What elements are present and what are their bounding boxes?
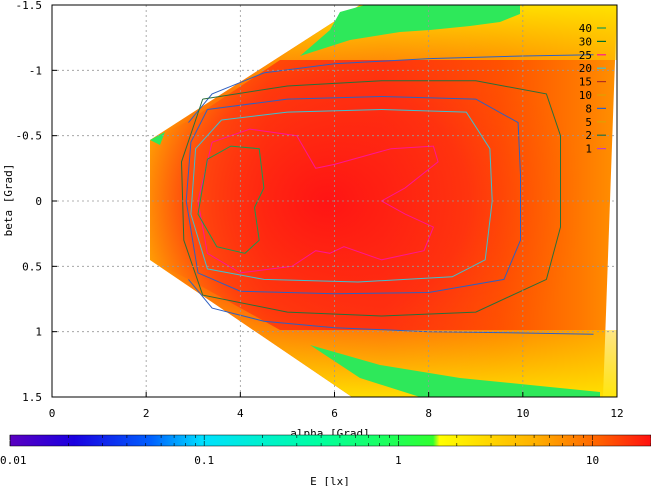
x-tick-label-0: 0 <box>49 407 56 420</box>
x-axis-ticks: 0 2 4 6 8 10 12 <box>49 392 624 420</box>
y-tick-label-1: 1 <box>35 326 42 339</box>
contour-line-3 <box>185 95 521 295</box>
contour-line-1 <box>188 279 594 335</box>
x-tick-label-12: 12 <box>610 407 623 420</box>
low-value-wedge-left <box>150 132 165 145</box>
contour-line-6 <box>197 145 265 254</box>
y-tick-label-0: 0 <box>35 195 42 208</box>
colorbar-tick-label-0.01: 0.01 <box>0 454 27 467</box>
colorbar-label: E [lx] <box>310 475 350 486</box>
x-tick-label-10: 10 <box>516 407 529 420</box>
colorbar-tick-label-0.1: 0.1 <box>194 454 214 467</box>
bottom-fade <box>150 260 617 397</box>
legend-label-8: 8 <box>585 102 592 115</box>
top-fade <box>150 5 617 140</box>
y-tick-label-0.5: 0.5 <box>22 260 42 273</box>
y-tick-label-1.5: 1.5 <box>22 391 42 404</box>
low-value-wedge-top <box>300 5 520 56</box>
contour-line-5 <box>197 128 439 274</box>
y-tick-label--1: -1 <box>29 64 42 77</box>
legend-label-20: 20 <box>579 62 592 75</box>
y-axis-ticks: -1.5 -1 -0.5 0 0.5 1 1.5 <box>16 0 57 404</box>
legend-label-5: 5 <box>585 116 592 129</box>
x-tick-label-4: 4 <box>237 407 244 420</box>
y-axis-label: beta [Grad] <box>2 164 15 237</box>
legend-label-15: 15 <box>579 76 592 89</box>
colorbar-tick-label-1: 1 <box>395 454 402 467</box>
y-tick-label--1.5: -1.5 <box>16 0 43 12</box>
x-tick-label-6: 6 <box>331 407 338 420</box>
contour-line-4 <box>190 108 493 283</box>
legend-label-30: 30 <box>579 35 592 48</box>
legend-label-25: 25 <box>579 49 592 62</box>
legend-label-1: 1 <box>585 143 592 156</box>
colorbar-gradient <box>9 434 651 447</box>
legend-label-10: 10 <box>579 89 592 102</box>
colorbar-tick-label-10: 10 <box>586 454 599 467</box>
legend-label-2: 2 <box>585 129 592 142</box>
contour-line-2 <box>180 80 561 317</box>
y-tick-label--0.5: -0.5 <box>16 130 43 143</box>
grid-lines <box>52 5 617 397</box>
contour-lines <box>180 54 594 335</box>
colorbar-ticks: 0.01 0.1 1 10 <box>0 435 651 467</box>
colorbar: 0.01 0.1 1 10 <box>0 434 651 467</box>
x-tick-label-2: 2 <box>143 407 150 420</box>
x-tick-label-8: 8 <box>425 407 432 420</box>
low-value-wedge-bottom <box>310 345 600 397</box>
legend-label-40: 40 <box>579 22 592 35</box>
